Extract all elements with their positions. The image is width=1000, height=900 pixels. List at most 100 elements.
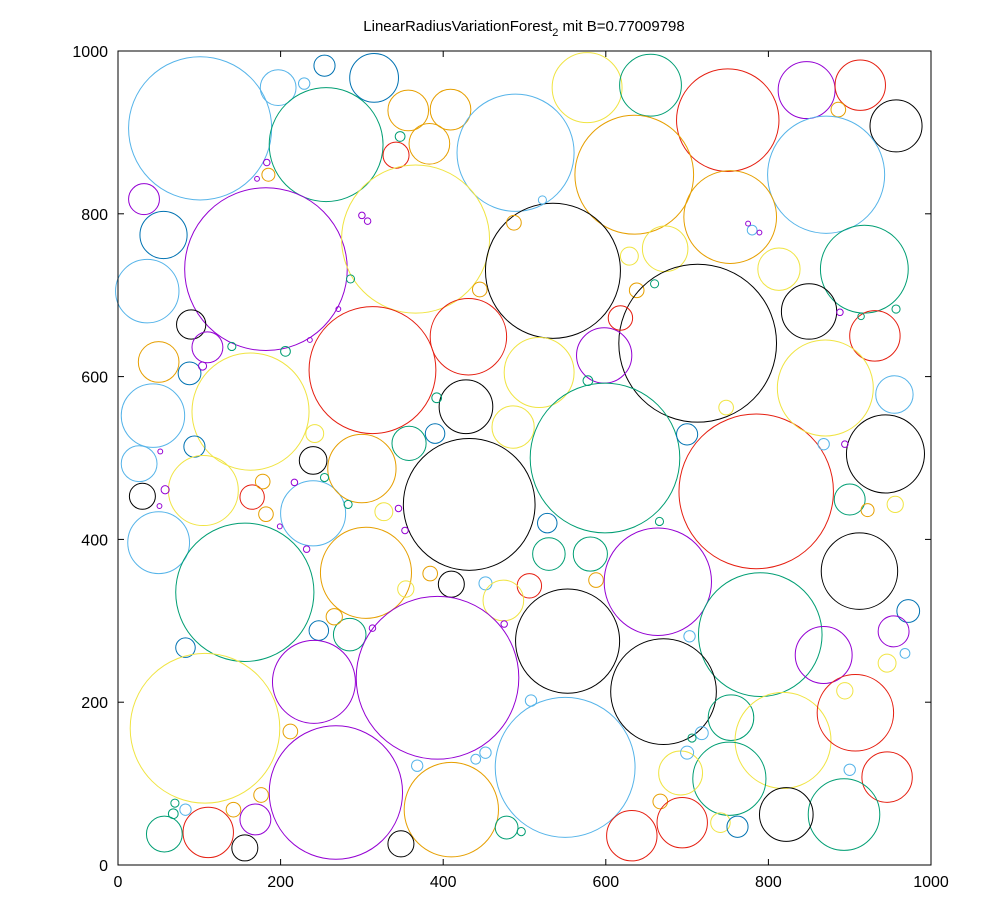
circle-mark <box>767 115 886 234</box>
circle-mark <box>253 787 269 803</box>
circle-mark <box>576 327 633 384</box>
circle-mark <box>524 694 538 707</box>
circle-mark <box>345 274 356 284</box>
circle-mark <box>899 647 911 659</box>
circle-mark <box>175 522 315 662</box>
circle-mark <box>290 478 299 487</box>
circle-mark <box>129 652 281 804</box>
circle-mark <box>470 753 482 765</box>
circle-mark <box>298 446 328 475</box>
circle-mark <box>886 495 904 514</box>
circle-mark <box>726 815 749 838</box>
circle-mark <box>891 304 901 314</box>
circle-mark <box>603 527 712 636</box>
circle-mark <box>588 572 604 588</box>
circle-mark <box>676 423 699 446</box>
circle-mark <box>306 337 313 343</box>
circle-mark <box>191 352 310 471</box>
circle-mark <box>401 526 409 535</box>
circle-mark <box>746 224 758 236</box>
circle-mark <box>819 224 909 314</box>
circle-mark <box>268 87 384 203</box>
circle-mark <box>282 723 299 740</box>
circle-mark <box>176 309 207 340</box>
circle-mark <box>387 89 430 132</box>
circle-mark <box>170 798 180 808</box>
circle-mark <box>494 815 519 840</box>
circle-mark <box>697 572 823 698</box>
circle-mark <box>676 68 780 172</box>
circle-mark <box>231 834 259 862</box>
circle-mark <box>261 167 276 182</box>
circle-mark <box>529 382 681 534</box>
circle-mark <box>276 523 283 530</box>
circle-mark <box>582 375 594 387</box>
circle-mark <box>335 306 342 312</box>
circle-mark <box>877 653 897 673</box>
circle-mark <box>308 306 437 435</box>
circle-mark <box>271 639 356 724</box>
circle-mark <box>875 375 914 414</box>
circle-mark <box>332 617 367 652</box>
circle-mark <box>537 195 547 205</box>
circle-mark <box>845 414 925 494</box>
circle-mark <box>308 620 330 641</box>
y-tick-label: 600 <box>81 370 108 387</box>
circle-mark <box>355 595 520 760</box>
circle-mark <box>258 506 274 522</box>
y-tick-label: 0 <box>99 858 108 875</box>
x-tick-label: 800 <box>755 874 782 891</box>
y-tick-label: 800 <box>81 207 108 224</box>
circle-mark <box>145 815 183 853</box>
circle-mark <box>391 425 427 461</box>
x-axis: 0 200 400 600 800 1000 <box>114 51 949 891</box>
circle-mark <box>305 424 325 444</box>
circle-mark <box>387 830 415 858</box>
circle-marks <box>115 52 925 862</box>
circle-mark <box>179 803 192 816</box>
circle-mark <box>319 526 412 619</box>
circle-mark <box>374 502 394 522</box>
circle-mark <box>654 516 665 527</box>
circle-mark <box>239 803 272 836</box>
circle-mark <box>849 310 901 362</box>
circle-mark <box>641 225 689 273</box>
circle-mark <box>403 761 499 858</box>
circle-mark <box>325 608 343 626</box>
circle-mark <box>745 220 752 227</box>
circle-mark <box>438 379 494 435</box>
circle-mark <box>807 778 881 851</box>
circle-mark <box>167 808 179 820</box>
circle-mark <box>820 532 899 610</box>
circle-mark <box>182 806 234 859</box>
chart-title-suffix: mit B=0.77009798 <box>558 18 684 35</box>
circle-mark <box>358 211 366 220</box>
circle-mark <box>254 473 271 490</box>
circle-mark <box>776 339 874 437</box>
circle-mark <box>263 158 271 167</box>
y-tick-label: 400 <box>81 532 108 549</box>
chart-title-main: LinearRadiusVariationForest <box>363 18 553 35</box>
circle-mark <box>115 258 180 324</box>
circle-mark <box>619 246 639 266</box>
circle-mark <box>343 499 353 509</box>
circle-mark <box>607 305 634 331</box>
circle-mark <box>710 812 731 833</box>
circle-mark <box>574 114 695 235</box>
circle-mark <box>259 69 297 107</box>
circle-mark <box>692 741 767 816</box>
circle-mark <box>618 263 778 423</box>
circle-mark <box>402 437 536 571</box>
circle-mark <box>869 99 923 153</box>
circle-mark <box>191 331 224 364</box>
circle-mark <box>484 202 621 339</box>
circle-mark <box>694 726 709 741</box>
circle-mark <box>137 341 180 383</box>
circle-mark <box>156 503 163 509</box>
circle-mark <box>268 725 404 860</box>
x-tick-label: 400 <box>430 874 457 891</box>
circle-mark <box>841 440 849 448</box>
circle-mark <box>456 93 575 212</box>
circle-mark <box>734 691 832 789</box>
